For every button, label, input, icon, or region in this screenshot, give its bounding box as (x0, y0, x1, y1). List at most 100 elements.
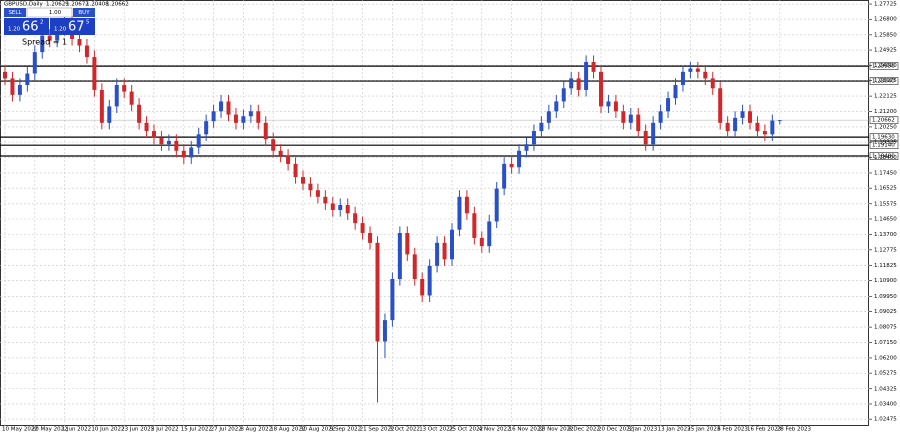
sell-price-big: 1.20 (8, 27, 21, 33)
y-tick-label: 1.24000 (874, 63, 897, 69)
candle-body (152, 131, 156, 138)
y-tick-label: 1.20250 (874, 124, 897, 130)
level-label-box (869, 141, 899, 149)
x-tick-label: 8 Dec 2022 (568, 427, 600, 432)
candle-body (271, 139, 276, 151)
x-tick-label: 25 Oct 2022 (449, 427, 483, 432)
candle-body (174, 140, 179, 151)
sell-label[interactable]: SELL (8, 10, 22, 16)
candle-body (375, 242, 380, 342)
candle-body (219, 101, 224, 112)
buy-price-box[interactable] (50, 18, 95, 35)
candle-body (494, 188, 499, 222)
y-tick-label: 1.19325 (874, 140, 897, 146)
header-high: 1.20672 (66, 2, 89, 8)
x-tick-label: 25 Jan 2023 (687, 427, 720, 432)
y-tick-label: 1.18400 (874, 155, 897, 161)
level-label-box (869, 133, 899, 141)
y-tick-label: 1.09025 (874, 309, 897, 315)
candle-body (144, 122, 149, 132)
level-label-box (869, 62, 899, 70)
sell-price-box[interactable] (4, 18, 49, 35)
candle-body (748, 111, 752, 123)
candle-body (345, 205, 350, 214)
price-label: 1.20662 (872, 118, 895, 124)
y-tick-label: 1.16525 (874, 186, 897, 192)
candle-body (740, 111, 745, 118)
y-tick-label: 1.23075 (874, 78, 897, 84)
y-tick-label: 1.24925 (874, 48, 897, 54)
y-tick-label: 1.25850 (874, 32, 897, 38)
x-tick-label: 3 Jan 2023 (628, 427, 658, 432)
candle-body (256, 111, 261, 123)
candle-body (457, 196, 462, 230)
candle-body (725, 122, 730, 132)
candle-body (643, 131, 648, 145)
x-tick-label: 9 Sep 2022 (330, 427, 361, 432)
buy-button[interactable] (73, 8, 95, 17)
candle-body (613, 101, 618, 112)
header-close: 1.20662 (106, 2, 129, 8)
symbol: GBPUSD,Daily (4, 2, 44, 8)
candle-body (211, 111, 216, 122)
x-tick-label: 30 Aug 2022 (300, 427, 335, 432)
candle-body (427, 265, 432, 296)
candle-body (606, 101, 611, 107)
candle-body (263, 122, 268, 140)
candle-body (166, 140, 171, 145)
candle-body (479, 237, 484, 247)
volume-box[interactable] (26, 7, 73, 18)
candle-body (159, 137, 164, 145)
candle-body (241, 116, 246, 123)
candle-body (412, 254, 417, 280)
candle-body (710, 78, 715, 89)
x-tick-label: 21 Sep 2022 (360, 427, 395, 432)
candle-body (591, 61, 596, 72)
candle-body (554, 101, 559, 112)
y-tick-label: 1.14650 (874, 217, 897, 223)
x-tick-label: 16 Feb 2023 (747, 427, 782, 432)
candle-body (360, 223, 365, 233)
y-tick-label: 1.04325 (874, 386, 897, 392)
candle-body (546, 111, 551, 123)
candle-body (47, 35, 52, 41)
candle-body (487, 221, 492, 247)
level-label-box (869, 77, 899, 85)
candle-body (517, 150, 522, 168)
candle-body (770, 120, 775, 135)
x-tick-label: 15 Jul 2022 (181, 427, 212, 432)
candle-body (323, 196, 328, 204)
volume[interactable]: 1.00 (49, 10, 62, 16)
candle-body (129, 91, 134, 105)
x-tick-label: 10 May 2022 (2, 427, 38, 432)
candle-body (92, 57, 97, 90)
x-tick-label: 20 Dec 2022 (598, 427, 633, 432)
y-tick-label: 1.06200 (874, 355, 897, 361)
y-tick-label: 1.02475 (874, 417, 897, 423)
sell-price-main: 66 (22, 20, 39, 35)
candle-body (718, 88, 723, 123)
x-tick-label: 20 May 2022 (32, 427, 68, 432)
x-tick-label: 8 Aug 2022 (240, 427, 272, 432)
candle-body (390, 279, 395, 321)
candle-body (40, 35, 45, 53)
level-label: 1.19140 (872, 143, 895, 149)
header-open: 1.20629 (46, 2, 69, 8)
candle-body (472, 213, 477, 238)
candle-body (233, 114, 238, 123)
candle-body (755, 122, 760, 132)
header-low: 1.20408 (86, 2, 109, 8)
candle-body (248, 111, 253, 117)
sell-button[interactable] (4, 8, 26, 17)
buy-label[interactable]: BUY (78, 10, 90, 16)
levels: 1.23950 1.23040 1.19630 1.19140 1.18480 1.206… (0, 62, 899, 160)
x-tick-label: 16 Nov 2022 (509, 427, 544, 432)
candle-body (658, 111, 663, 123)
candle-body (181, 150, 186, 158)
candle-body (584, 61, 589, 90)
candle-body (420, 279, 425, 296)
grid (0, 0, 869, 426)
